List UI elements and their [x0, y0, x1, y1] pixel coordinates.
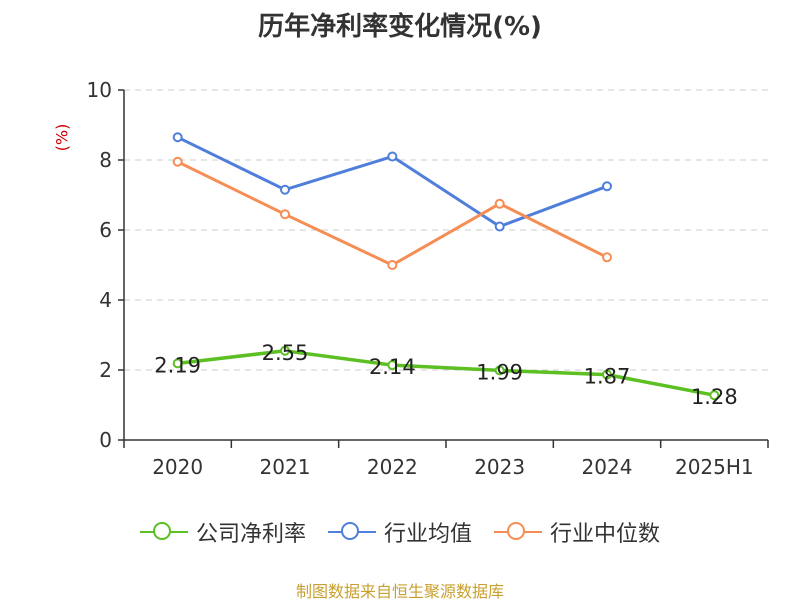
data-label: 2.14 — [369, 355, 416, 379]
chart-legend: 公司净利率 行业均值 行业中位数 — [0, 516, 800, 548]
legend-label: 公司净利率 — [195, 522, 306, 547]
data-point — [280, 345, 290, 356]
y-tick-label: 8 — [99, 148, 112, 172]
y-tick-label: 6 — [99, 218, 112, 242]
series-line — [177, 349, 715, 397]
data-point — [602, 369, 612, 380]
data-point — [494, 198, 505, 209]
legend-item-company[interactable]: 公司净利率 — [139, 516, 306, 548]
x-tick-label: 2024 — [582, 455, 633, 479]
data-point — [172, 156, 183, 167]
data-point — [494, 221, 505, 232]
y-tick-label: 0 — [99, 428, 112, 452]
data-point — [387, 260, 398, 270]
legend-label: 行业中位数 — [550, 522, 661, 547]
data-label: 2.55 — [262, 341, 309, 365]
x-tick-label: 2021 — [260, 455, 311, 479]
data-point — [172, 132, 183, 143]
y-tick-label: 10 — [87, 78, 112, 102]
data-label: 1.28 — [691, 385, 738, 409]
data-label: 1.87 — [584, 365, 631, 389]
x-tick-label: 2023 — [474, 455, 525, 479]
x-tick-label: 2025H1 — [675, 455, 754, 479]
x-tick-label: 2022 — [367, 455, 418, 479]
data-point — [280, 184, 290, 195]
legend-item-industry-mean[interactable]: 行业均值 — [327, 516, 472, 548]
legend-item-industry-median[interactable]: 行业中位数 — [494, 516, 660, 548]
data-label: 2.19 — [154, 353, 201, 377]
data-point — [387, 360, 398, 371]
data-point — [602, 252, 612, 263]
series-line — [177, 135, 608, 228]
data-source-note: 制图数据来自恒生聚源数据库 — [295, 582, 504, 601]
legend-label: 行业均值 — [383, 522, 472, 547]
series-line — [177, 160, 608, 267]
legend-symbol-company — [139, 522, 188, 542]
data-label: 1.99 — [476, 360, 523, 384]
legend-symbol-industry-mean — [327, 522, 376, 542]
data-point — [387, 151, 398, 162]
data-point — [172, 358, 183, 369]
y-tick-label: 4 — [99, 288, 112, 312]
data-point — [602, 181, 612, 192]
legend-symbol-industry-median — [494, 522, 542, 542]
chart-title: 历年净利率变化情况(%) — [258, 12, 542, 42]
data-point — [494, 365, 505, 376]
y-tick-label: 2 — [99, 358, 112, 382]
data-point — [709, 390, 720, 401]
data-point — [280, 209, 290, 220]
x-tick-label: 2020 — [152, 455, 203, 479]
